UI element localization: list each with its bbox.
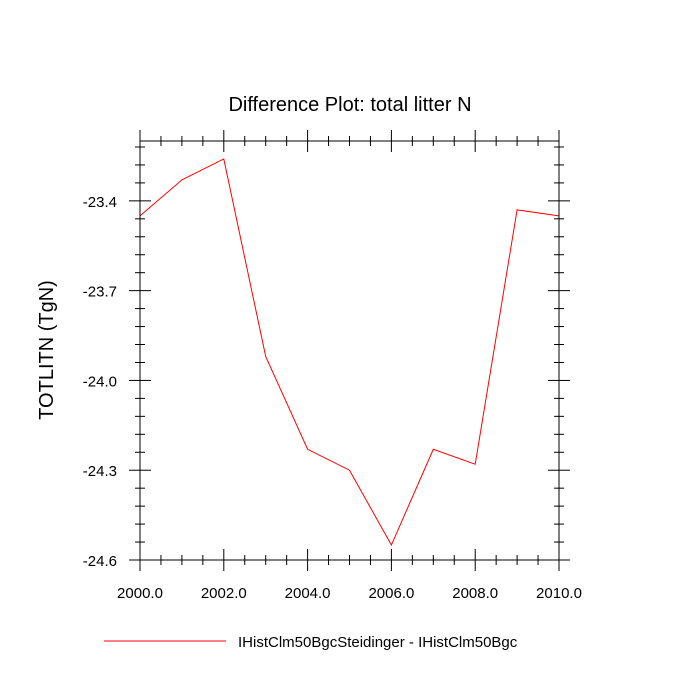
series-lines: [139, 158, 560, 547]
y-tick-label: -23.7: [83, 284, 117, 301]
legend-label: IHistClm50BgcSteidinger - IHistClm50Bgc: [238, 634, 518, 651]
y-axis-label: TOTLITN (TgN): [36, 280, 58, 420]
x-tick-label: 2008.0: [452, 585, 498, 602]
x-tick-label: 2000.0: [117, 585, 163, 602]
y-tick-label: -23.4: [83, 194, 117, 211]
axis-ticks: [129, 130, 570, 571]
series-line: [139, 158, 560, 547]
legend: IHistClm50BgcSteidinger - IHistClm50Bgc: [104, 634, 518, 651]
y-tick-label: -24.0: [83, 373, 117, 390]
axis-tick-labels: 2000.0 2002.0 2004.0 2006.0 2008.0 2010.0 -23.…: [83, 194, 582, 602]
x-tick-label: 2004.0: [285, 585, 331, 602]
y-tick-label: -24.3: [83, 463, 117, 480]
chart-title: Difference Plot: total litter N: [228, 94, 471, 116]
x-tick-label: 2002.0: [201, 585, 247, 602]
x-tick-label: 2010.0: [536, 585, 582, 602]
plot-frame: [139, 140, 560, 561]
y-tick-label: -24.6: [83, 553, 117, 570]
x-tick-label: 2006.0: [368, 585, 414, 602]
